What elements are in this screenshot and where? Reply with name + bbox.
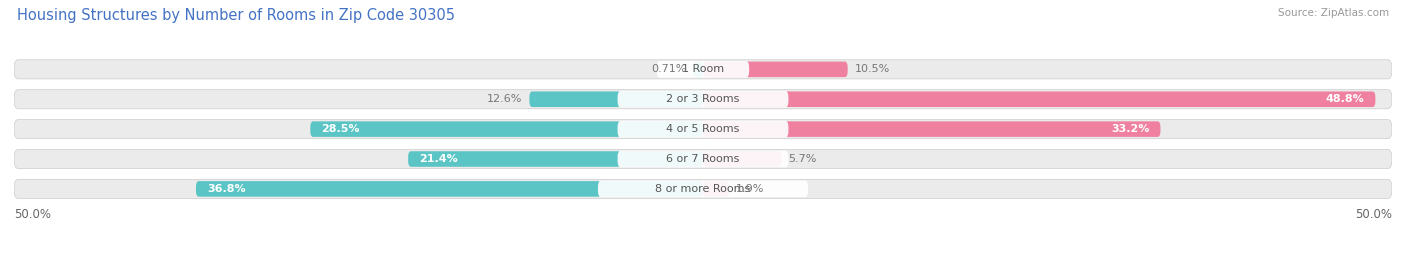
FancyBboxPatch shape <box>408 151 703 167</box>
Text: Source: ZipAtlas.com: Source: ZipAtlas.com <box>1278 8 1389 18</box>
Text: 10.5%: 10.5% <box>855 64 890 74</box>
FancyBboxPatch shape <box>617 91 789 108</box>
Text: 5.7%: 5.7% <box>789 154 817 164</box>
FancyBboxPatch shape <box>657 61 749 78</box>
FancyBboxPatch shape <box>598 180 808 197</box>
FancyBboxPatch shape <box>703 181 730 197</box>
Text: 50.0%: 50.0% <box>1355 208 1392 221</box>
FancyBboxPatch shape <box>703 62 848 77</box>
Text: 4 or 5 Rooms: 4 or 5 Rooms <box>666 124 740 134</box>
Text: 1 Room: 1 Room <box>682 64 724 74</box>
FancyBboxPatch shape <box>693 62 703 77</box>
Text: 0.71%: 0.71% <box>651 64 686 74</box>
Text: 28.5%: 28.5% <box>322 124 360 134</box>
FancyBboxPatch shape <box>617 121 789 137</box>
Text: 21.4%: 21.4% <box>419 154 458 164</box>
FancyBboxPatch shape <box>311 121 703 137</box>
FancyBboxPatch shape <box>195 181 703 197</box>
FancyBboxPatch shape <box>14 60 1392 79</box>
Text: 48.8%: 48.8% <box>1326 94 1364 104</box>
FancyBboxPatch shape <box>703 151 782 167</box>
FancyBboxPatch shape <box>14 119 1392 139</box>
FancyBboxPatch shape <box>703 121 1160 137</box>
FancyBboxPatch shape <box>703 91 1375 107</box>
Text: Housing Structures by Number of Rooms in Zip Code 30305: Housing Structures by Number of Rooms in… <box>17 8 456 23</box>
FancyBboxPatch shape <box>14 150 1392 169</box>
FancyBboxPatch shape <box>617 151 789 167</box>
FancyBboxPatch shape <box>530 91 703 107</box>
Text: 50.0%: 50.0% <box>14 208 51 221</box>
Text: 6 or 7 Rooms: 6 or 7 Rooms <box>666 154 740 164</box>
Text: 12.6%: 12.6% <box>486 94 523 104</box>
FancyBboxPatch shape <box>14 90 1392 109</box>
FancyBboxPatch shape <box>14 179 1392 199</box>
Text: 36.8%: 36.8% <box>207 184 246 194</box>
Text: 2 or 3 Rooms: 2 or 3 Rooms <box>666 94 740 104</box>
Text: 1.9%: 1.9% <box>737 184 765 194</box>
Text: 33.2%: 33.2% <box>1111 124 1150 134</box>
Text: 8 or more Rooms: 8 or more Rooms <box>655 184 751 194</box>
